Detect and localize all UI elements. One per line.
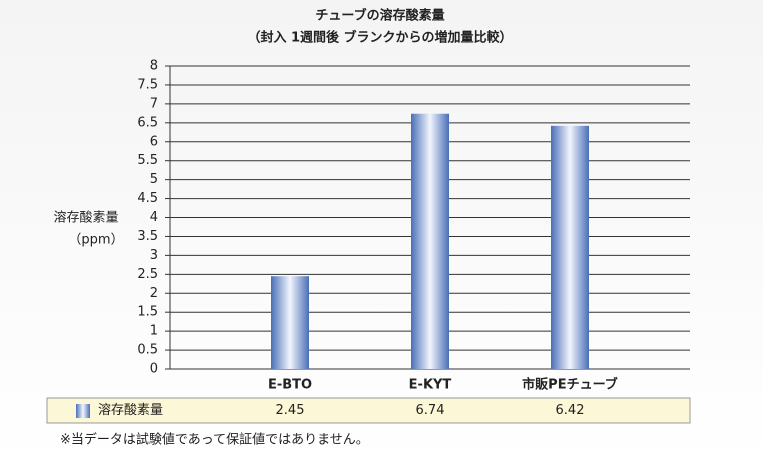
y-tick-label: 2.5 — [137, 267, 158, 282]
y-tick-label: 5 — [150, 172, 158, 187]
legend-label: 溶存酸素量 — [98, 403, 163, 418]
table-value: 2.45 — [276, 403, 305, 418]
table-value: 6.74 — [416, 403, 445, 418]
y-tick-label: 1 — [150, 324, 158, 339]
bar — [271, 276, 309, 369]
y-tick-label: 3.5 — [137, 229, 158, 244]
bar — [411, 113, 449, 369]
y-tick-label: 0.5 — [137, 343, 158, 358]
y-tick-label: 3 — [150, 248, 158, 263]
y-tick-label: 7.5 — [137, 77, 158, 92]
y-tick-label: 4 — [150, 210, 158, 225]
footnote: ※当データは試験値であって保証値ではありません。 — [60, 432, 369, 448]
table-value: 6.42 — [556, 403, 585, 418]
legend-swatch — [76, 404, 90, 418]
chart-title: チューブの溶存酸素量 — [315, 8, 444, 24]
chart-subtitle: （封入 1週間後 ブランクからの増加量比較） — [247, 30, 512, 46]
x-tick-label: E-KYT — [409, 378, 452, 393]
y-tick-label: 1.5 — [137, 305, 158, 320]
y-axis-label: （ppm） — [68, 233, 123, 248]
y-tick-label: 2 — [150, 286, 158, 301]
y-tick-label: 6 — [150, 134, 158, 149]
x-tick-label: 市販PEチューブ — [522, 377, 618, 393]
data-table — [46, 397, 691, 424]
y-tick-label: 8 — [150, 59, 158, 74]
x-tick-label: E-BTO — [268, 378, 312, 393]
bar — [551, 125, 589, 369]
y-tick-label: 0 — [150, 362, 158, 377]
y-tick-label: 7 — [150, 96, 158, 111]
y-tick-label: 6.5 — [137, 115, 158, 130]
y-tick-label: 4.5 — [137, 191, 158, 206]
y-tick-label: 5.5 — [137, 153, 158, 168]
y-axis-label: 溶存酸素量 — [53, 211, 118, 226]
